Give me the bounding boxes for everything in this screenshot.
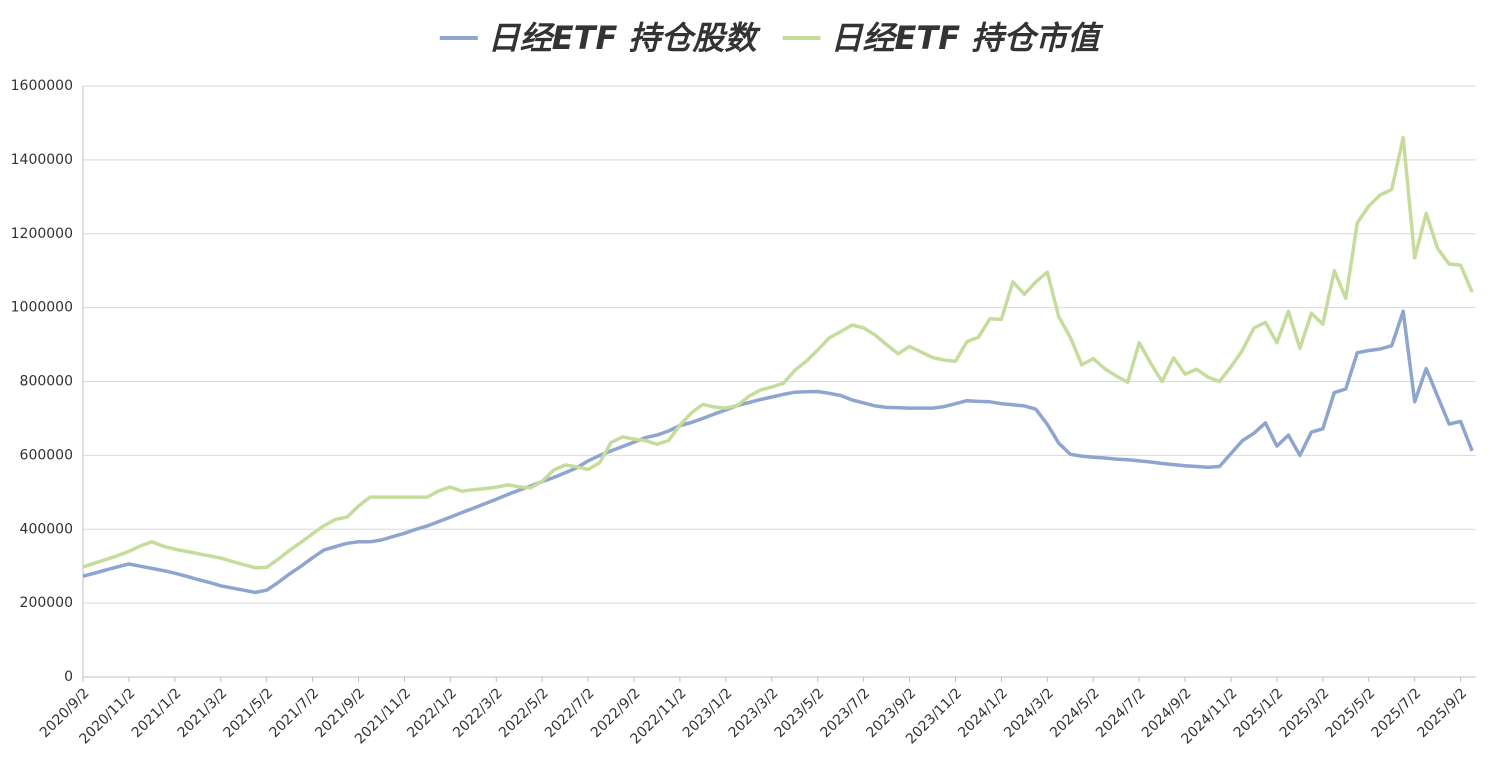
x-tick-label: 2021/5/2 bbox=[221, 685, 277, 741]
legend-label: 日经ETF 持仓股数 bbox=[488, 19, 762, 57]
y-tick-label: 600000 bbox=[20, 447, 73, 463]
x-tick-label: 2022/1/2 bbox=[404, 685, 460, 741]
y-tick-label: 1600000 bbox=[11, 78, 73, 94]
x-tick-label: 2022/3/2 bbox=[450, 685, 506, 741]
x-tick-label: 2024/7/2 bbox=[1093, 685, 1149, 741]
x-tick-label: 2023/5/2 bbox=[772, 685, 828, 741]
y-tick-label: 200000 bbox=[20, 595, 73, 611]
legend: 日经ETF 持仓股数 日经ETF 持仓市值 bbox=[439, 19, 1105, 57]
y-tick-label: 400000 bbox=[20, 521, 73, 537]
x-tick-label: 2022/7/2 bbox=[542, 685, 598, 741]
x-tick-label: 2021/1/2 bbox=[129, 685, 185, 741]
x-tick-label: 2025/1/2 bbox=[1231, 685, 1287, 741]
x-tick-label: 2023/1/2 bbox=[680, 685, 736, 741]
x-tick-label: 2025/7/2 bbox=[1369, 685, 1425, 741]
y-tick-label: 1400000 bbox=[11, 152, 73, 168]
x-tick-label: 2021/3/2 bbox=[175, 685, 231, 741]
x-tick-label: 2022/5/2 bbox=[496, 685, 552, 741]
series-line bbox=[82, 309, 1474, 595]
y-tick-label: 1200000 bbox=[11, 226, 73, 242]
y-tick-label: 0 bbox=[64, 669, 73, 685]
x-tick-label: 2025/9/2 bbox=[1414, 685, 1470, 741]
x-tick-label: 2024/3/2 bbox=[1001, 685, 1057, 741]
legend-label: 日经ETF 持仓市值 bbox=[831, 19, 1105, 57]
y-tick-label: 800000 bbox=[20, 374, 73, 390]
x-tick-label: 2024/5/2 bbox=[1047, 685, 1103, 741]
x-tick-label: 2025/3/2 bbox=[1277, 685, 1333, 741]
x-tick-label: 2024/1/2 bbox=[955, 685, 1011, 741]
x-tick-label: 2025/5/2 bbox=[1323, 685, 1379, 741]
x-tick-label: 2023/7/2 bbox=[818, 685, 874, 741]
x-tick-label: 2023/3/2 bbox=[726, 685, 782, 741]
y-tick-label: 1000000 bbox=[11, 300, 73, 316]
x-tick-label: 2021/7/2 bbox=[266, 685, 322, 741]
series-line bbox=[82, 135, 1474, 570]
